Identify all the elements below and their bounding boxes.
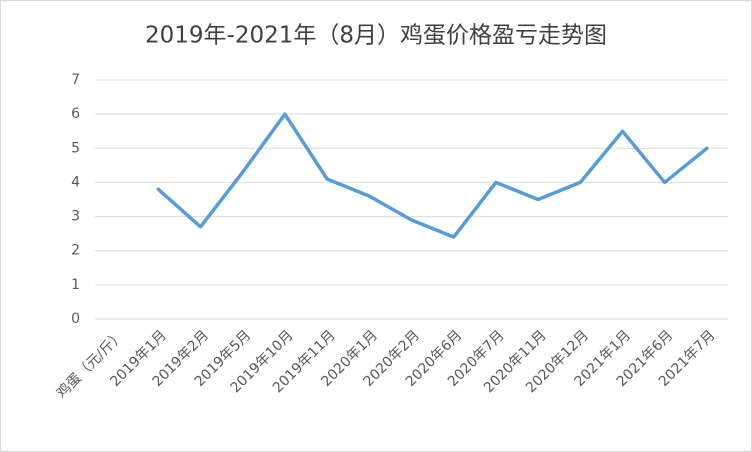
y-tick-label: 6: [71, 106, 80, 122]
y-tick-label: 1: [71, 277, 80, 293]
y-tick-label: 2: [71, 243, 80, 259]
y-tick-label: 4: [71, 174, 80, 190]
line-series: [156, 112, 709, 239]
chart-title: 2019年-2021年（8月）鸡蛋价格盈亏走势图: [145, 23, 607, 49]
y-tick-label: 7: [71, 72, 80, 88]
y-tick-label: 0: [71, 311, 80, 327]
y-tick-label: 5: [71, 140, 80, 156]
y-tick-label: 3: [71, 209, 80, 225]
